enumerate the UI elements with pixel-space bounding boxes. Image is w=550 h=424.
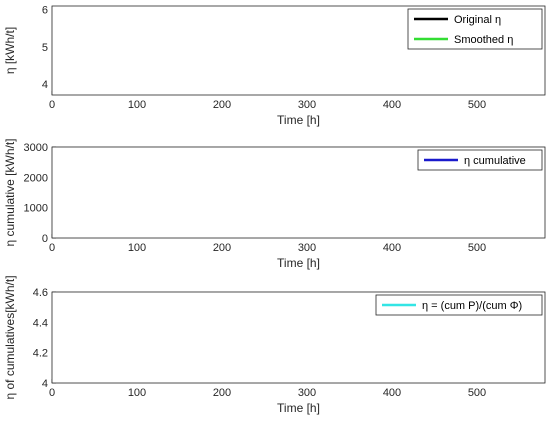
- y-tick-label: 1000: [24, 203, 48, 215]
- chart-panel-2: 0 100 200 300 400 500 0 1000 2000 3000 Time [h] η c…: [3, 138, 546, 270]
- y-tick-label: 4: [42, 378, 48, 390]
- x-tick-label: 300: [298, 242, 316, 254]
- y-tick-label: 2000: [24, 172, 48, 184]
- legend: η = (cum P)/(cum Φ): [375, 294, 543, 316]
- y-axis-label: η cumulative [kWh/t]: [3, 138, 17, 246]
- y-tick-label: 4.2: [33, 348, 48, 360]
- legend-box: [375, 294, 543, 316]
- chart-panel-1: 0 100 200 300 400 500 4 5 6 Time [h] η [kWh/t] Orig…: [3, 5, 546, 127]
- y-axis-label: η [kWh/t]: [3, 27, 17, 74]
- x-tick-label: 200: [213, 242, 231, 254]
- legend: Original η Smoothed η: [407, 8, 543, 50]
- x-tick-label: 100: [128, 387, 146, 399]
- x-tick-label: 0: [49, 99, 55, 111]
- y-tick-label: 6: [42, 5, 48, 17]
- x-tick-label: 0: [49, 387, 55, 399]
- x-tick-label: 400: [383, 242, 401, 254]
- y-tick-label: 0: [42, 233, 48, 245]
- x-tick-label: 0: [49, 242, 55, 254]
- legend-entry-1: Original η: [454, 14, 501, 26]
- y-tick-label: 3000: [24, 142, 48, 154]
- y-tick-label: 5: [42, 42, 48, 54]
- x-tick-label: 400: [383, 387, 401, 399]
- x-tick-label: 500: [468, 242, 486, 254]
- x-tick-label: 100: [128, 99, 146, 111]
- x-tick-label: 100: [128, 242, 146, 254]
- y-axis-label: η of cumulatives[kWh/t]: [3, 275, 17, 399]
- x-tick-label: 400: [383, 99, 401, 111]
- x-tick-label: 500: [468, 387, 486, 399]
- x-tick-label: 500: [468, 99, 486, 111]
- legend-entry-2: Smoothed η: [454, 34, 513, 46]
- legend-entry-1: η cumulative: [464, 155, 526, 167]
- chart-panel-3: 0 100 200 300 400 500 4 4.2 4.4 4.6 Time [h] η of c…: [3, 275, 546, 415]
- y-tick-label: 4.4: [33, 317, 48, 329]
- x-tick-label: 300: [298, 99, 316, 111]
- legend-box: [417, 149, 543, 171]
- x-axis-label: Time [h]: [277, 113, 320, 127]
- x-axis-label: Time [h]: [277, 256, 320, 270]
- legend-box: [407, 8, 543, 50]
- x-tick-label: 200: [213, 387, 231, 399]
- x-tick-label: 200: [213, 99, 231, 111]
- y-tick-label: 4.6: [33, 287, 48, 299]
- legend-entry-1: η = (cum P)/(cum Φ): [422, 300, 522, 312]
- x-axis-label: Time [h]: [277, 401, 320, 415]
- y-tick-label: 4: [42, 79, 48, 91]
- legend: η cumulative: [417, 149, 543, 171]
- x-tick-label: 300: [298, 387, 316, 399]
